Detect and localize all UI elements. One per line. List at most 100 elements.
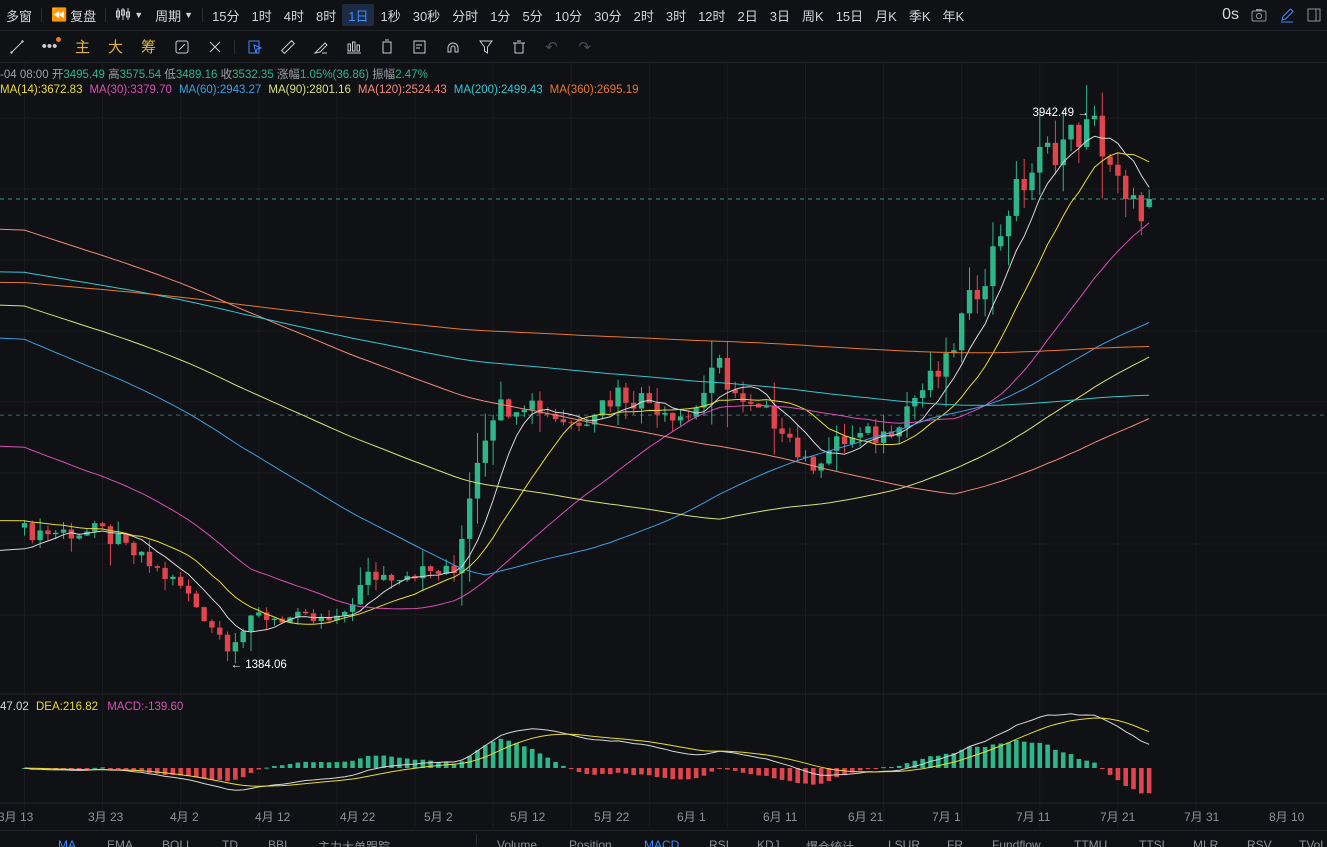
drawing-toolbar: ••• 主 大 筹 ↶ ↷	[0, 31, 1327, 63]
interval-tab[interactable]: 季K	[908, 8, 931, 24]
overlay-tab[interactable]: 主力大单跟踪	[318, 840, 391, 847]
macd-bar	[428, 760, 433, 768]
interval-tab[interactable]: 8时	[316, 8, 337, 24]
ruler-slash-icon[interactable]	[202, 35, 228, 59]
interval-tab[interactable]: 30分	[594, 8, 622, 24]
macd-bar	[256, 768, 262, 770]
interval-tab[interactable]: 10分	[554, 8, 583, 24]
candle-body	[381, 574, 387, 580]
candle-body	[1037, 146, 1043, 173]
candle-body	[123, 533, 129, 543]
macd-bar	[311, 762, 316, 768]
overlay-tab[interactable]: TD	[222, 838, 238, 847]
redo-icon[interactable]: ↷	[578, 38, 591, 56]
candle-body	[834, 436, 840, 451]
more-tools-icon[interactable]: •••	[37, 35, 63, 59]
main-force-button[interactable]: 主	[74, 39, 90, 56]
macd-bar	[358, 758, 363, 768]
measure-icon[interactable]	[275, 35, 301, 59]
undo-icon[interactable]: ↶	[545, 38, 558, 56]
macd-bar	[1068, 754, 1074, 768]
overlay-tab[interactable]: EMA	[107, 838, 134, 847]
interval-tab[interactable]: 5分	[522, 8, 543, 24]
change-value: 1.05%(36.86)	[299, 69, 369, 81]
indicator-tab[interactable]: 爆仓统计	[806, 840, 855, 847]
candle-body	[466, 498, 473, 539]
indicator-tab[interactable]: MLR	[1193, 838, 1219, 847]
trend-line-icon[interactable]	[4, 35, 30, 59]
interval-tab[interactable]: 30秒	[412, 8, 441, 24]
candle-body	[420, 566, 426, 579]
multi-window-button[interactable]: 多窗	[6, 8, 33, 24]
overlay-tab[interactable]: BBI	[268, 838, 288, 847]
trash-icon[interactable]	[506, 35, 532, 59]
interval-tab[interactable]: 3时	[665, 8, 687, 24]
interval-tab[interactable]: 周K	[802, 8, 824, 24]
chips-button[interactable]: 筹	[140, 39, 156, 56]
separator	[105, 8, 107, 22]
indicator-tab[interactable]: TVol	[1299, 838, 1324, 847]
x-axis-label: 5月 2	[424, 810, 453, 824]
overlay-tab[interactable]: MA	[58, 838, 76, 847]
overlay-tab[interactable]: BOLL	[162, 838, 193, 847]
change-label: 涨幅	[276, 69, 300, 81]
interval-tab[interactable]: 12时	[698, 8, 726, 24]
macd-bar	[1060, 752, 1066, 768]
bars-pattern-icon[interactable]	[341, 35, 367, 59]
filter-icon[interactable]	[473, 35, 499, 59]
interval-tab[interactable]: 月K	[875, 8, 897, 24]
interval-tab[interactable]: 15分	[212, 8, 240, 24]
interval-tab[interactable]: 分时	[452, 8, 479, 24]
indicator-tab[interactable]: TTMU	[1074, 838, 1108, 847]
select-tool-icon[interactable]	[242, 35, 268, 59]
period-dropdown[interactable]: 周期 ▼	[149, 4, 199, 26]
candle-body	[1076, 124, 1082, 147]
indicator-tab[interactable]: Volume	[497, 838, 538, 847]
x-axis-label: 3月 23	[88, 810, 124, 824]
macd-bar	[498, 738, 504, 768]
camera-icon[interactable]	[1245, 4, 1273, 26]
candle-body	[365, 571, 371, 586]
chart-type-button[interactable]: ▼	[109, 4, 149, 26]
big-order-button[interactable]: 大	[107, 39, 123, 56]
candle-body	[170, 576, 176, 579]
indicator-tab[interactable]: RSI	[709, 838, 730, 847]
magnet-icon[interactable]	[440, 35, 466, 59]
brush-icon[interactable]	[308, 35, 334, 59]
indicator-tab[interactable]: RSV	[1247, 838, 1272, 847]
interval-tab[interactable]: 1时	[251, 8, 272, 24]
candle-body	[623, 387, 629, 403]
interval-tab[interactable]: 2时	[633, 8, 654, 24]
interval-tab[interactable]: 1日	[342, 4, 375, 26]
indicator-tab[interactable]: Position	[569, 838, 612, 847]
indicator-tab[interactable]: KDJ	[757, 838, 780, 847]
indicator-tab[interactable]: LSUR	[888, 838, 921, 847]
candle-body	[217, 627, 223, 635]
note-edit-icon[interactable]	[407, 35, 433, 59]
macd-bar	[857, 768, 863, 771]
macd-bar	[584, 768, 590, 775]
indicator-edit-icon[interactable]	[169, 35, 195, 59]
sidebar-toggle-icon[interactable]	[1301, 4, 1327, 26]
replay-button[interactable]: ⏪ 复盘	[45, 4, 102, 26]
interval-tab[interactable]: 年K	[942, 8, 965, 24]
interval-tab[interactable]: 1分	[490, 8, 511, 24]
candle-body	[716, 358, 723, 368]
indicator-tab[interactable]: FR	[947, 838, 963, 847]
interval-tab[interactable]: 3日	[769, 8, 791, 24]
candle-body	[904, 406, 910, 428]
indicator-tab[interactable]: Fundflow	[992, 838, 1041, 847]
interval-tab[interactable]: 2日	[737, 8, 758, 24]
candle-body	[482, 440, 488, 463]
macd-bar	[506, 740, 512, 768]
indicator-tab[interactable]: MACD	[644, 838, 680, 847]
position-icon[interactable]	[374, 35, 400, 59]
interval-tab[interactable]: 4时	[283, 8, 305, 24]
candle-body	[966, 290, 973, 314]
interval-tab[interactable]: 1秒	[380, 8, 401, 24]
indicator-tab[interactable]: TTSL	[1139, 838, 1169, 847]
macd-bar	[201, 768, 207, 779]
interval-tab[interactable]: 15日	[835, 8, 864, 24]
pen-icon[interactable]	[1273, 4, 1301, 26]
